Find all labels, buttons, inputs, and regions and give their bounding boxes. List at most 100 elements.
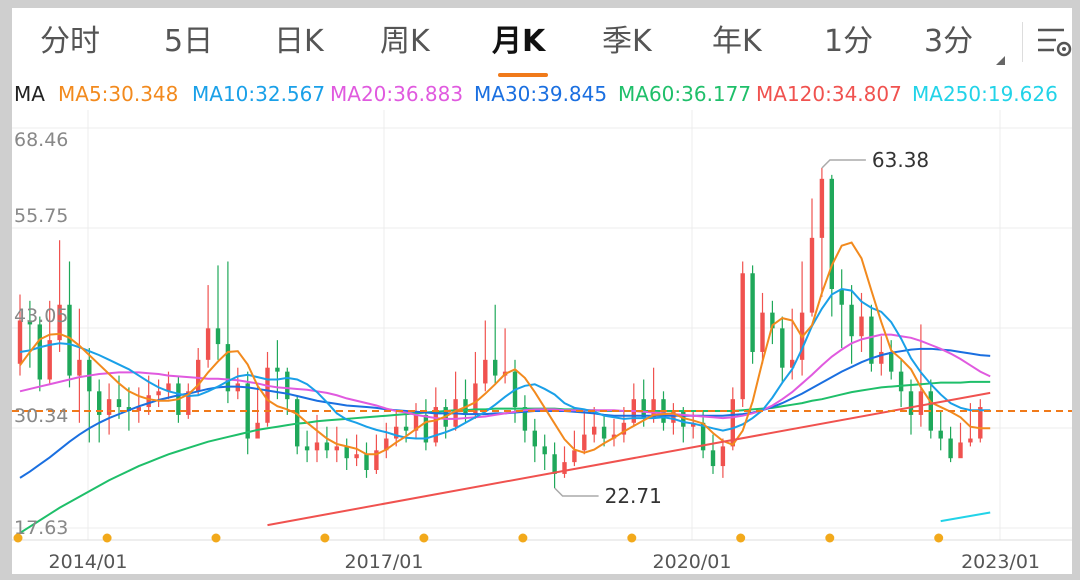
candle-body: [77, 359, 82, 376]
annotation-label: 22.71: [605, 484, 662, 508]
ma-lines: [19, 241, 991, 534]
candle-body: [97, 391, 102, 415]
candle-body: [879, 351, 884, 364]
event-dot: [211, 533, 221, 543]
candle-body: [790, 359, 795, 368]
candle-body: [215, 328, 221, 345]
ma5-line: [19, 241, 991, 456]
candle-body: [621, 422, 627, 435]
candle-body: [592, 426, 597, 435]
event-dot: [320, 533, 330, 543]
candle-body: [275, 367, 280, 372]
tab-5day[interactable]: 5日: [164, 24, 214, 59]
y-tick-label: 55.75: [14, 205, 68, 227]
candle-body: [304, 446, 310, 451]
candle-body: [522, 407, 528, 431]
annotation-label: 63.38: [872, 148, 929, 172]
candle-body: [423, 414, 429, 443]
candle-body: [364, 454, 369, 471]
candle-body: [641, 399, 646, 419]
candle-body: [720, 446, 726, 467]
ma60-line: [19, 380, 991, 534]
candle-body: [542, 446, 547, 455]
event-dot: [934, 533, 944, 543]
candle-body: [27, 320, 33, 325]
x-tick-label: 2023/01: [961, 551, 1040, 572]
event-dot: [736, 533, 746, 543]
candle-body: [780, 328, 785, 368]
candle-body: [918, 391, 924, 415]
candle-body: [839, 289, 844, 305]
event-dot: [518, 533, 528, 543]
candle-body: [889, 351, 894, 372]
ma120-line: [267, 391, 991, 527]
candle-body: [532, 430, 537, 447]
candle-body: [700, 422, 706, 451]
candle-body: [384, 438, 389, 451]
candle-body: [552, 454, 557, 474]
tab-yearly-k[interactable]: 年K: [712, 24, 762, 59]
tab-monthly-k[interactable]: 月K: [492, 24, 546, 59]
candle-body: [750, 273, 755, 352]
event-dot: [13, 533, 23, 543]
event-dot: [627, 533, 637, 543]
candle-body: [433, 407, 438, 443]
candle-body: [344, 446, 349, 459]
candle-body: [324, 442, 330, 451]
y-tick-label: 43.05: [14, 305, 68, 327]
candle-body: [126, 407, 132, 411]
candle-body: [225, 344, 231, 392]
candle-body: [710, 450, 716, 467]
ma250-line: [940, 511, 991, 523]
candle-body: [730, 399, 735, 447]
settings-list-icon[interactable]: [1034, 22, 1074, 62]
tab-intraday[interactable]: 分时: [40, 24, 100, 59]
tab-1min[interactable]: 1分: [824, 24, 874, 59]
x-tick-label: 2014/01: [49, 551, 128, 572]
candle-body: [978, 407, 983, 439]
candle-body: [354, 454, 359, 459]
ma120-value: MA120:34.807: [756, 82, 902, 106]
candle-body: [740, 273, 745, 400]
ma10-line: [19, 287, 991, 440]
candle-body: [403, 426, 409, 431]
candle-body: [938, 430, 943, 439]
tab-quarterly-k[interactable]: 季K: [602, 24, 652, 59]
chart-grid: [12, 110, 1072, 541]
candle-body: [582, 434, 587, 451]
event-dot: [419, 533, 429, 543]
candle-body: [37, 324, 42, 380]
tab-3min[interactable]: 3分: [924, 24, 974, 59]
candle-body: [898, 371, 904, 392]
candle-body: [116, 399, 122, 408]
y-tick-label: 17.63: [14, 517, 68, 539]
kline-chart[interactable]: 68.46 55.75 43.05 30.34 17.63 63.38 22.71 2014/…: [12, 110, 1072, 572]
candle-body: [245, 383, 250, 439]
tab-daily-k[interactable]: 日K: [274, 24, 324, 59]
active-tab-underline: [498, 73, 548, 77]
candle-body: [136, 407, 141, 411]
candle-body: [908, 391, 914, 415]
candle-body: [374, 450, 379, 471]
y-tick-label: 30.34: [14, 405, 68, 427]
candle-body: [770, 312, 775, 329]
candle-body: [651, 399, 656, 419]
tab-weekly-k[interactable]: 周K: [380, 24, 430, 59]
candle-body: [106, 399, 112, 415]
candle-body: [671, 410, 676, 423]
ma20-line: [19, 333, 991, 420]
x-tick-label: 2017/01: [345, 551, 424, 572]
candle-body: [285, 371, 290, 400]
ma5-value: MA5:30.348: [58, 82, 179, 106]
candle-body: [809, 237, 815, 313]
candle-body: [146, 395, 151, 408]
ma60-value: MA60:36.177: [618, 82, 752, 106]
candle-body: [57, 304, 62, 341]
y-tick-label: 68.46: [14, 129, 68, 151]
candle-body: [948, 438, 953, 459]
ma20-value: MA20:36.883: [330, 82, 464, 106]
candle-body: [186, 391, 191, 415]
candle-body: [205, 328, 211, 360]
candle-body: [17, 320, 23, 364]
ma10-value: MA10:32.567: [192, 82, 326, 106]
